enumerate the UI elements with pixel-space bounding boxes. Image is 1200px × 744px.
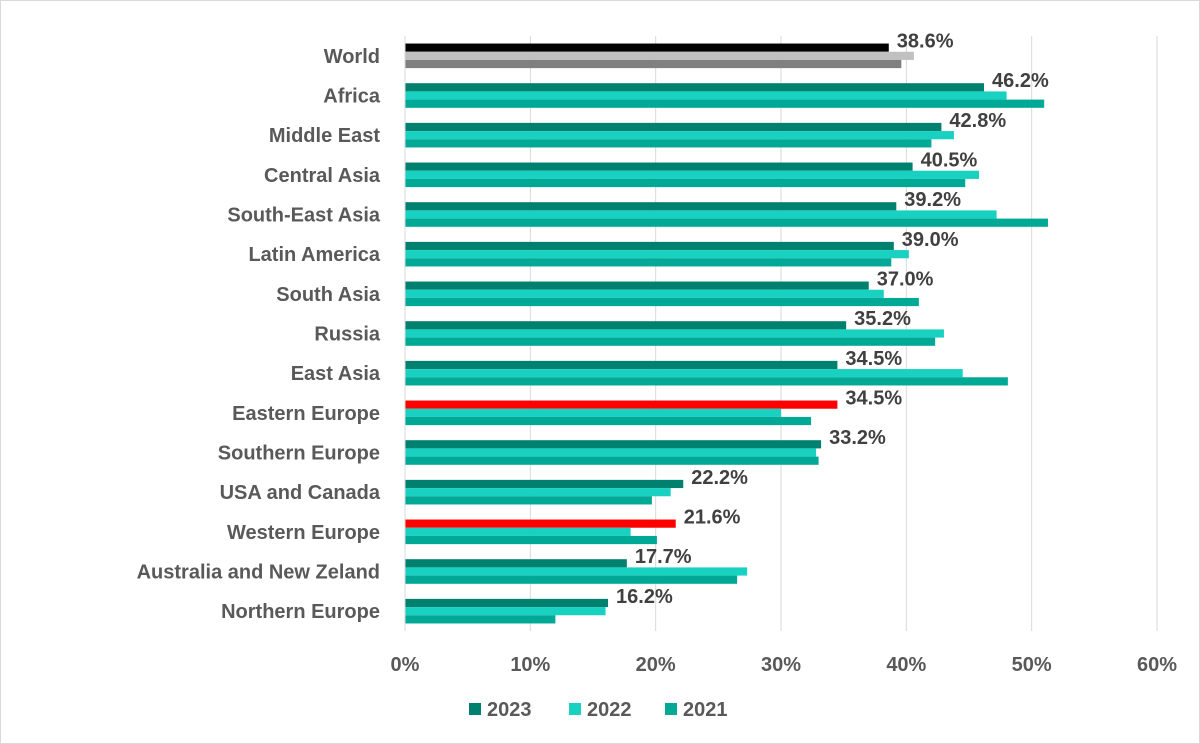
x-tick-label: 20% [636, 654, 676, 676]
category-label: Western Europe [227, 522, 380, 544]
data-label: 17.7% [635, 546, 692, 568]
bar-2023 [405, 122, 942, 132]
data-label: 46.2% [992, 70, 1049, 92]
x-tick-label: 10% [510, 654, 550, 676]
bar-2023 [405, 400, 838, 409]
bar-2021 [405, 496, 652, 505]
bar-2022 [405, 527, 631, 536]
bar-2021 [405, 218, 1048, 227]
bar-2023 [405, 321, 847, 330]
bar-2023 [405, 440, 822, 449]
category-label: Southern Europe [218, 443, 380, 465]
bar-2022 [405, 607, 606, 616]
bar-2021 [405, 535, 657, 545]
bar-2021 [405, 337, 936, 346]
data-label: 40.5% [921, 150, 978, 172]
bar-2022 [405, 369, 963, 378]
bar-2023 [405, 202, 897, 211]
data-label: 33.2% [829, 427, 886, 449]
category-label: USA and Canada [220, 482, 381, 504]
x-tick-label: 30% [761, 654, 801, 676]
data-label: 38.6% [897, 31, 954, 53]
legend-label: 2023 [487, 699, 532, 721]
legend-swatch-2023 [469, 703, 481, 715]
bar-2021 [405, 456, 819, 465]
category-label: Middle East [269, 125, 380, 147]
x-tick-label: 40% [886, 654, 926, 676]
bar-2022 [405, 131, 954, 140]
data-label: 39.2% [904, 189, 961, 211]
bar-2021 [405, 139, 932, 148]
category-label: Latin America [248, 244, 380, 266]
category-label: Northern Europe [221, 601, 380, 623]
category-label: Africa [323, 86, 381, 108]
bar-2023 [405, 360, 838, 370]
bar-2023 [405, 479, 684, 489]
bar-2021 [405, 297, 919, 307]
data-label: 34.5% [845, 348, 902, 370]
legend-swatch-2022 [569, 703, 581, 715]
category-label: South-East Asia [227, 205, 380, 227]
data-label: 16.2% [616, 586, 673, 608]
category-label: East Asia [291, 363, 381, 385]
bar-2023 [405, 241, 894, 251]
data-label: 34.5% [845, 388, 902, 410]
bar-2023 [405, 281, 869, 290]
data-label: 37.0% [877, 269, 934, 291]
legend-label: 2021 [683, 699, 728, 721]
bar-2021 [405, 99, 1045, 108]
bar-2023 [405, 519, 676, 528]
category-label: Russia [314, 324, 380, 346]
data-label: 35.2% [854, 308, 911, 330]
bar-2021 [405, 416, 812, 426]
bar-2022 [405, 408, 781, 417]
category-label: Australia and New Zeland [137, 562, 380, 584]
bar-2023 [405, 559, 627, 568]
bar-2023 [405, 598, 609, 608]
bar-2023 [405, 83, 985, 92]
x-tick-label: 0% [391, 654, 420, 676]
bar-2022 [405, 289, 884, 298]
bar-2022 [405, 250, 909, 259]
bar-2021 [405, 258, 892, 267]
category-label: Central Asia [264, 165, 381, 187]
bar-2022 [405, 448, 817, 457]
bar-2021 [405, 377, 1008, 386]
bar-2023 [405, 162, 913, 171]
bar-2022 [405, 567, 748, 576]
bar-2021 [405, 615, 556, 624]
data-label: 39.0% [902, 229, 959, 251]
x-tick-label: 50% [1012, 654, 1052, 676]
bar-2021 [405, 575, 738, 584]
bar-2023 [405, 43, 889, 52]
legend-swatch-2021 [665, 703, 677, 715]
legend-label: 2022 [587, 699, 632, 721]
bar-2022 [405, 51, 914, 60]
category-label: Eastern Europe [232, 403, 380, 425]
x-tick-label: 60% [1137, 654, 1177, 676]
bar-2022 [405, 329, 944, 338]
bar-2022 [405, 488, 671, 497]
bar-2021 [405, 59, 902, 69]
data-label: 22.2% [691, 467, 748, 489]
bar-2021 [405, 178, 966, 188]
bar-2022 [405, 210, 997, 219]
category-label: World [324, 46, 380, 68]
bar-2022 [405, 91, 1007, 100]
data-label: 21.6% [684, 507, 741, 529]
category-label: South Asia [276, 284, 381, 306]
data-label: 42.8% [949, 110, 1006, 132]
bar-2022 [405, 170, 980, 179]
